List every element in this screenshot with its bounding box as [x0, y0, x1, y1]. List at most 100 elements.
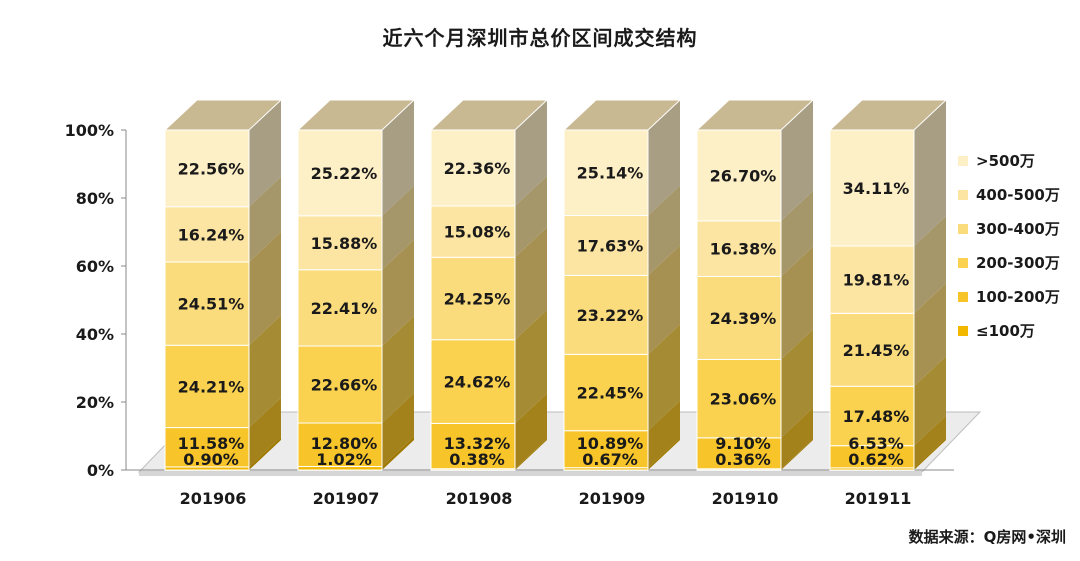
bar-side	[914, 356, 946, 446]
bar-segment	[297, 215, 383, 271]
bar-segment	[829, 385, 915, 447]
legend-label: 100-200万	[976, 288, 1060, 306]
bar-top	[828, 99, 948, 131]
data-label: 22.45%	[577, 384, 644, 403]
x-tick-label: 201910	[712, 489, 779, 508]
legend-label: 200-300万	[976, 254, 1060, 272]
bar-side	[382, 239, 414, 346]
y-tick-label: 100%	[65, 121, 114, 140]
bar-side	[648, 100, 680, 216]
data-label: 1.02%	[316, 450, 372, 469]
data-label: 22.41%	[311, 299, 378, 318]
bar-side	[249, 315, 281, 428]
bar-side	[914, 100, 946, 246]
data-label: 11.58%	[178, 434, 245, 453]
bar-side	[249, 231, 281, 346]
bar-segment	[164, 344, 250, 429]
bar-side	[648, 400, 680, 468]
data-label: 16.38%	[710, 240, 777, 259]
bar-top	[562, 99, 682, 131]
data-label: 23.22%	[577, 306, 644, 325]
bar-segment	[297, 129, 383, 217]
y-tick-label: 80%	[76, 189, 114, 208]
data-label: 26.70%	[710, 166, 777, 185]
bar-side	[781, 438, 813, 470]
bar-side	[382, 436, 414, 470]
bar-segment	[696, 437, 782, 470]
bar-top	[163, 99, 283, 131]
bar-side	[914, 415, 946, 468]
bar-side	[781, 329, 813, 438]
data-label: 17.48%	[843, 407, 910, 426]
bar-side	[781, 190, 813, 277]
bar-side	[648, 245, 680, 355]
data-label: 9.10%	[715, 434, 771, 453]
bar-side	[914, 283, 946, 387]
y-tick-label: 20%	[76, 393, 114, 412]
bar-side	[515, 309, 547, 424]
legend-label: ≤100万	[976, 322, 1035, 340]
data-label: 15.88%	[311, 234, 378, 253]
bar-segment	[563, 129, 649, 216]
data-label: 19.81%	[843, 271, 910, 290]
bar-segment	[164, 427, 250, 468]
x-tick-label: 201909	[579, 489, 646, 508]
bar-top	[296, 99, 416, 131]
legend-swatch	[958, 292, 968, 302]
bar-segment	[430, 339, 516, 424]
y-tick-label: 0%	[87, 461, 114, 480]
bar-side	[382, 315, 414, 424]
data-source: 数据来源：Q房网•深圳	[908, 528, 1066, 546]
bar-segment	[563, 214, 649, 276]
legend-swatch	[958, 326, 968, 336]
bar-top	[429, 99, 549, 131]
data-label: 22.56%	[178, 159, 245, 178]
legend-label: 300-400万	[976, 220, 1060, 238]
bar-side	[914, 437, 946, 470]
bar-side	[249, 436, 281, 470]
bar-segment	[430, 205, 516, 258]
bar-side	[249, 397, 281, 467]
bar-side	[249, 176, 281, 262]
bar-side	[648, 324, 680, 431]
bar-side	[249, 100, 281, 207]
data-label: 22.36%	[444, 159, 511, 178]
bar-segment	[297, 269, 383, 347]
bar-top	[695, 99, 815, 131]
bar-side	[515, 99, 547, 206]
x-tick-label: 201906	[180, 489, 247, 508]
bar-segment	[297, 345, 383, 424]
bar-side	[914, 215, 946, 314]
chart-floor-edge	[139, 472, 922, 476]
data-label: 17.63%	[577, 236, 644, 255]
bar-segment	[430, 129, 516, 207]
data-label: 25.22%	[311, 164, 378, 183]
bar-side	[382, 185, 414, 270]
bar-segment	[563, 353, 649, 432]
bar-segment	[164, 261, 250, 346]
y-tick-label: 60%	[76, 257, 114, 276]
y-tick-label: 40%	[76, 325, 114, 344]
bar-segment	[696, 129, 782, 222]
legend-swatch	[958, 190, 968, 200]
bar-segment	[696, 276, 782, 360]
legend-label: >500万	[976, 152, 1035, 170]
bar-side	[382, 100, 414, 216]
data-label: 34.11%	[843, 179, 910, 198]
data-label: 6.53%	[848, 434, 904, 453]
bar-side	[781, 407, 813, 469]
bar-segment	[563, 274, 649, 355]
legend-label: 400-500万	[976, 186, 1060, 204]
bar-segment	[297, 422, 383, 468]
data-label: 0.36%	[715, 450, 771, 469]
bar-side	[515, 175, 547, 258]
bar-side	[515, 227, 547, 340]
bar-segment	[563, 430, 649, 469]
data-label: 0.90%	[183, 450, 239, 469]
bar-segment	[829, 129, 915, 247]
data-label: 0.62%	[848, 450, 904, 469]
bar-segment	[829, 312, 915, 387]
bar-side	[382, 393, 414, 467]
